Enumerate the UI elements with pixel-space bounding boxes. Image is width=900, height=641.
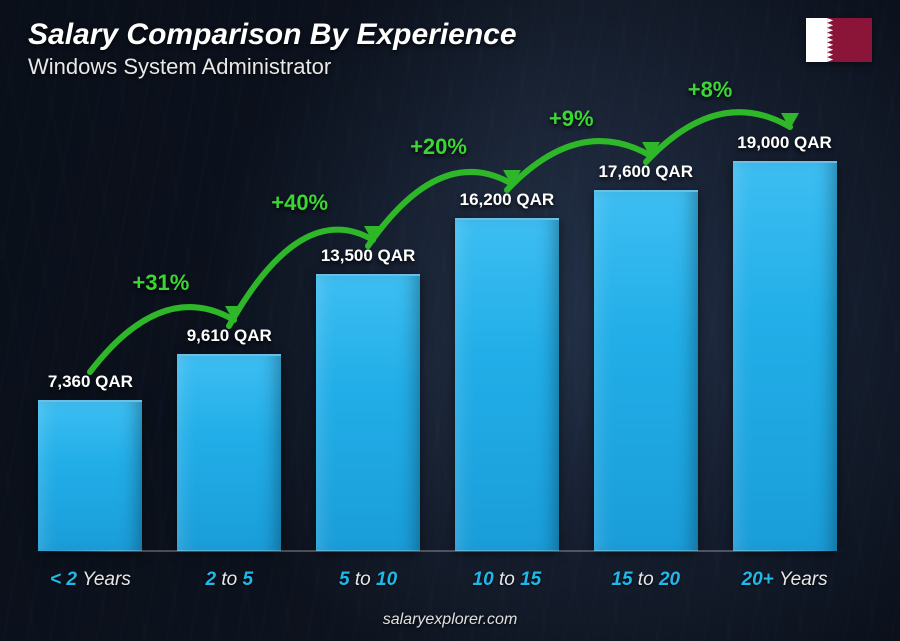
chart-baseline [30, 550, 845, 552]
pct-increase-label: +31% [132, 270, 189, 296]
bar [38, 400, 142, 551]
bar-column: 17,600 QAR [585, 162, 706, 551]
x-axis-label: 20+ Years [724, 569, 845, 591]
pct-increase-label: +9% [549, 106, 594, 132]
x-axis-label: 2 to 5 [169, 569, 290, 591]
pct-increase-label: +8% [688, 77, 733, 103]
flag-white-band [806, 18, 827, 62]
bar-column: 19,000 QAR [724, 133, 845, 551]
page-title: Salary Comparison By Experience [28, 18, 872, 52]
infographic: Salary Comparison By Experience Windows … [0, 0, 900, 641]
x-axis-label: 15 to 20 [585, 569, 706, 591]
x-axis: < 2 Years 2 to 5 5 to 10 10 to 15 15 to 20 20… [30, 569, 845, 591]
bar [455, 218, 559, 551]
bar [733, 161, 837, 551]
bar-column: 7,360 QAR [30, 372, 151, 551]
x-axis-label: 10 to 15 [446, 569, 567, 591]
pct-increase-label: +40% [271, 190, 328, 216]
bar [594, 190, 698, 551]
x-axis-label: < 2 Years [30, 569, 151, 591]
flag-maroon-band [827, 18, 872, 62]
footer-source: salaryexplorer.com [0, 611, 900, 629]
pct-increase-label: +20% [410, 134, 467, 160]
qatar-flag-icon [806, 18, 872, 62]
x-axis-label: 5 to 10 [308, 569, 429, 591]
